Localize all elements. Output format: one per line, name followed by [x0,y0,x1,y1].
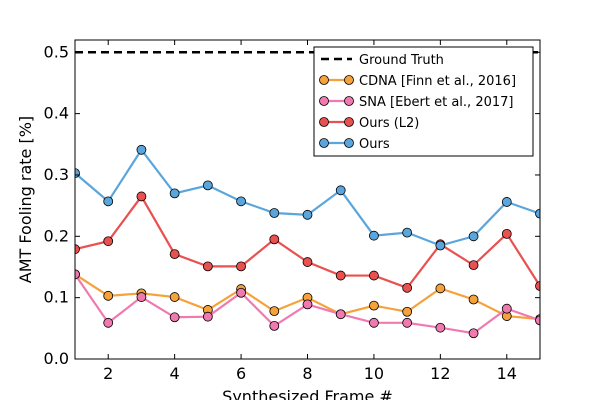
series-point-2-2 [136,191,147,202]
series-point-1-5 [236,287,246,298]
series-point-2-10 [402,282,413,293]
series-point-1-12 [468,328,479,339]
legend-marker [319,75,329,85]
legend-marker [319,138,329,148]
legend-item: CDNA [Finn et al., 2016] [319,74,516,89]
legend-item: SNA [Ebert et al., 2017] [319,95,513,110]
series-point-1-2 [136,292,147,302]
series-point-3-14 [535,208,540,219]
series-point-2-5 [236,261,246,272]
legend-item: Ours [319,137,390,152]
series-point-1-14 [535,315,540,326]
series-point-3-3 [169,188,180,199]
legend-label: SNA [Ebert et al., 2017] [359,95,513,110]
x-tick-label: 14 [497,364,517,383]
x-tick-label: 10 [364,364,384,383]
legend-label: Ours (L2) [359,116,419,131]
series-point-2-12 [468,260,479,271]
y-axis-title: AMT Fooling rate [%] [16,116,35,283]
series-point-1-11 [435,322,446,333]
series-point-3-13 [501,197,512,207]
series-group [75,51,540,339]
legend-label: CDNA [Finn et al., 2016] [359,74,516,89]
series-point-3-2 [136,144,147,155]
y-tick-label: 0.3 [44,165,69,184]
series-point-0-11 [435,283,446,294]
series-point-3-8 [335,185,346,196]
series-point-3-12 [468,231,479,242]
series-point-1-0 [75,269,80,280]
y-tick-label: 0.0 [44,349,69,368]
legend-marker [344,96,354,106]
series-point-2-1 [103,236,114,247]
series-point-2-13 [501,228,512,239]
series-point-3-11 [435,240,446,251]
series-point-0-3 [169,292,180,302]
legend: Ground Truth CDNA [Finn et al., 2016] SNA … [313,46,534,157]
series-point-1-4 [202,311,213,322]
legend-label: Ground Truth [359,53,444,68]
x-tick-label: 6 [236,364,246,383]
y-tick-label: 0.2 [44,226,69,245]
x-tick-label: 8 [302,364,312,383]
legend-marker [319,96,329,106]
y-tick-label: 0.4 [44,104,69,123]
series-point-3-1 [103,196,114,207]
series-point-1-1 [103,317,114,328]
series-point-0-10 [402,306,413,317]
legend-marker [319,117,329,127]
series-point-0-1 [103,290,114,301]
legend-item: Ours (L2) [319,116,419,131]
series-point-3-9 [369,230,379,241]
series-point-3-6 [269,208,280,218]
series-point-1-3 [169,312,180,323]
legend-marker [344,138,354,148]
series-point-2-14 [535,281,540,291]
legend-label: Ours [359,137,390,152]
legend-marker [344,117,354,127]
series-point-0-12 [468,294,479,305]
series-point-0-9 [369,300,379,311]
series-point-1-13 [501,303,512,314]
series-point-2-8 [335,270,346,281]
series-point-0-6 [269,306,280,317]
series-point-3-10 [402,227,413,238]
series-point-3-7 [302,209,313,220]
plot-area [75,51,540,339]
y-tick-label: 0.1 [44,288,69,307]
series-point-2-9 [369,270,379,281]
series-point-3-4 [202,180,213,191]
legend-marker [344,75,354,85]
y-tick-label: 0.5 [44,42,69,61]
series-point-2-4 [202,261,213,272]
series-point-2-0 [75,244,80,255]
x-axis-title: Synthesized Frame # [222,387,393,400]
series-point-1-8 [335,309,346,320]
series-point-2-6 [269,234,280,245]
series-point-1-6 [269,320,280,331]
series-point-2-7 [302,257,313,267]
axes: 0.0 0.1 0.2 0.3 0.4 0.5 2 4 6 8 10 12 14 [44,39,541,383]
series-point-2-3 [169,249,180,259]
series-point-1-7 [302,299,313,310]
x-tick-label: 12 [430,364,450,383]
x-tick-label: 2 [103,364,113,383]
legend-item: Ground Truth [321,53,444,68]
series-point-1-10 [402,317,413,328]
series-point-3-5 [236,196,246,207]
series-point-1-9 [369,317,379,328]
x-tick-label: 4 [170,364,180,383]
